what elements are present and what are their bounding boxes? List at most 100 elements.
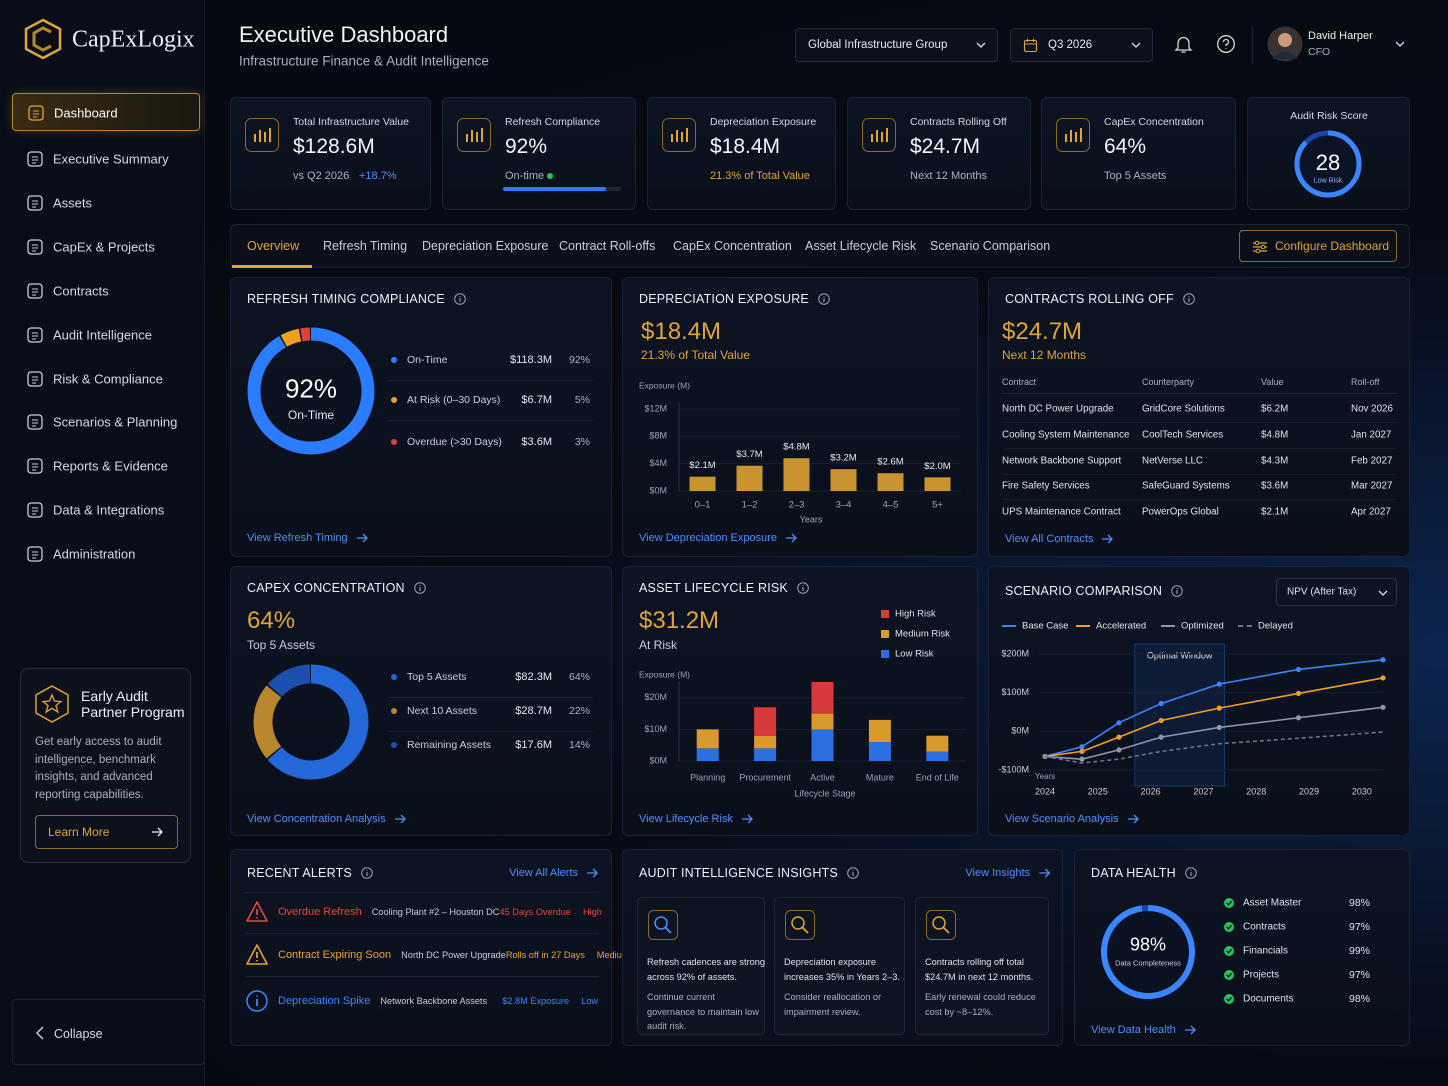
nav-item[interactable]: Reports & Evidence [12, 447, 200, 485]
icon-part [1182, 293, 1195, 305]
legend-dot [391, 708, 397, 714]
series-marker [1380, 675, 1386, 681]
table-divider [1002, 473, 1397, 475]
health-value: 98% [1348, 897, 1370, 909]
icon-part [801, 926, 809, 934]
alert-type: Depreciation Spike [278, 995, 371, 1007]
collapse-button[interactable]: Collapse [12, 999, 205, 1065]
link[interactable]: View Scenario Analysis [1005, 813, 1139, 825]
link-text: View Depreciation Exposure [639, 532, 777, 544]
icon-part [664, 926, 672, 934]
table-header: Contract [1002, 377, 1037, 387]
tab-bar: Overview Refresh Timing Depreciation Expos… [230, 224, 1410, 268]
x-tick-label: 4–5 [883, 500, 899, 511]
icon-part [1101, 905, 1195, 999]
health-label: Asset Master [1243, 897, 1302, 909]
link-arrow [785, 533, 797, 543]
info-icon [361, 867, 373, 879]
link[interactable]: View Insights [965, 867, 1050, 879]
nav-item[interactable]: CapEx & Projects [12, 228, 200, 266]
bar-segment [811, 713, 834, 730]
icon-part [1224, 922, 1234, 932]
nav-label: CapEx & Projects [53, 239, 155, 255]
tab[interactable]: Depreciation Exposure [422, 239, 549, 253]
link-arrow [587, 868, 598, 878]
nav-label: Data & Integrations [53, 502, 165, 518]
kpi-label: Contracts Rolling Off [910, 116, 1007, 128]
alert-level: Medium [596, 950, 630, 960]
nav-item[interactable]: Risk & Compliance [12, 360, 200, 398]
period-dropdown[interactable]: Q3 2026 [1010, 28, 1153, 62]
link[interactable]: View All Contracts [1005, 533, 1114, 545]
icon-part [32, 156, 38, 164]
tab[interactable]: Refresh Timing [323, 239, 408, 253]
tab[interactable]: Overview [247, 239, 300, 253]
link[interactable]: View Depreciation Exposure [639, 532, 797, 544]
check-icon [1224, 970, 1234, 980]
dropdown-chevron [976, 42, 986, 49]
icon-part [1378, 590, 1388, 597]
icon-part [942, 926, 950, 934]
icon-part [1294, 130, 1362, 198]
link-arrow [1127, 814, 1139, 824]
promo-card: Early Audit Partner Program Get early acc… [20, 668, 191, 863]
org-dropdown[interactable]: Global Infrastructure Group [795, 28, 998, 62]
configure-button[interactable]: Configure Dashboard [1239, 230, 1397, 262]
sidebar: CapExLogix Dashboard Executive Summary Asse… [0, 0, 205, 1086]
nav-icon [27, 151, 43, 167]
legend-amount: $82.3M [515, 671, 552, 683]
link[interactable]: View All Alerts [509, 867, 598, 879]
promo-button-arrow [152, 827, 163, 837]
tab[interactable]: CapEx Concentration [673, 239, 792, 253]
tab[interactable]: Asset Lifecycle Risk [805, 239, 917, 253]
nav-label: Risk & Compliance [53, 371, 163, 386]
nav-item[interactable]: Scenarios & Planning [12, 403, 200, 441]
kpi-value: 64% [1104, 135, 1147, 158]
legend-label: At Risk (0–30 Days) [407, 394, 501, 406]
help-button[interactable] [1217, 35, 1235, 53]
tab[interactable]: Scenario Comparison [930, 239, 1051, 253]
tab[interactable]: Contract Roll-offs [559, 239, 656, 253]
link[interactable]: View Lifecycle Risk [639, 813, 753, 825]
alert-asset: Network Backbone Assets [380, 996, 488, 1006]
icon-part [454, 293, 466, 305]
link[interactable]: View Refresh Timing [247, 532, 368, 544]
alert-type: Contract Expiring Soon [278, 949, 392, 961]
icon-part [1254, 240, 1260, 246]
health-value: 98% [1348, 993, 1370, 1005]
icon-part [32, 200, 38, 208]
legend-amount: $3.6M [521, 436, 552, 448]
kpi-card: Total Infrastructure Value $128.6M vs Q2 2… [230, 97, 431, 210]
nav-item[interactable]: Data & Integrations [12, 491, 200, 529]
depreciation-panel: DEPRECIATION EXPOSURE View Depreciation E… [622, 277, 978, 557]
user-menu[interactable]: David Harper CFO [1266, 24, 1416, 66]
nav-icon [27, 239, 43, 255]
icon-part [1056, 118, 1090, 152]
x-tick-label: Mature [866, 772, 894, 782]
nav-item[interactable]: Executive Summary [12, 140, 200, 178]
insight-text: Contracts rolling off total $24.7M in ne… [925, 957, 1034, 982]
icon-part [1395, 41, 1405, 48]
icon-part [1226, 900, 1233, 906]
legend-line [1002, 625, 1016, 627]
metric-dropdown[interactable]: NPV (After Tax) [1276, 578, 1397, 606]
notifications-button[interactable] [1174, 35, 1193, 53]
series-marker [1042, 753, 1048, 760]
link[interactable]: View Concentration Analysis [247, 813, 406, 825]
legend-dot [391, 357, 397, 363]
nav-item[interactable]: Audit Intelligence [12, 316, 200, 354]
icon-part [246, 944, 268, 965]
info-icon [1182, 293, 1195, 305]
nav-item[interactable]: Assets [12, 184, 200, 222]
bar-segment [696, 729, 719, 749]
nav-label: Reports & Evidence [53, 458, 168, 474]
link[interactable]: View Data Health [1091, 1024, 1196, 1036]
nav-item[interactable]: Dashboard [12, 93, 200, 131]
promo-button[interactable]: Learn More [35, 815, 178, 849]
icon-part [32, 463, 38, 471]
series-line [1044, 731, 1384, 764]
refresh-panel: REFRESH TIMING COMPLIANCE View Refresh Ti… [230, 277, 612, 557]
info-icon [1185, 867, 1197, 879]
nav-item[interactable]: Administration [12, 535, 200, 573]
nav-item[interactable]: Contracts [12, 272, 200, 310]
